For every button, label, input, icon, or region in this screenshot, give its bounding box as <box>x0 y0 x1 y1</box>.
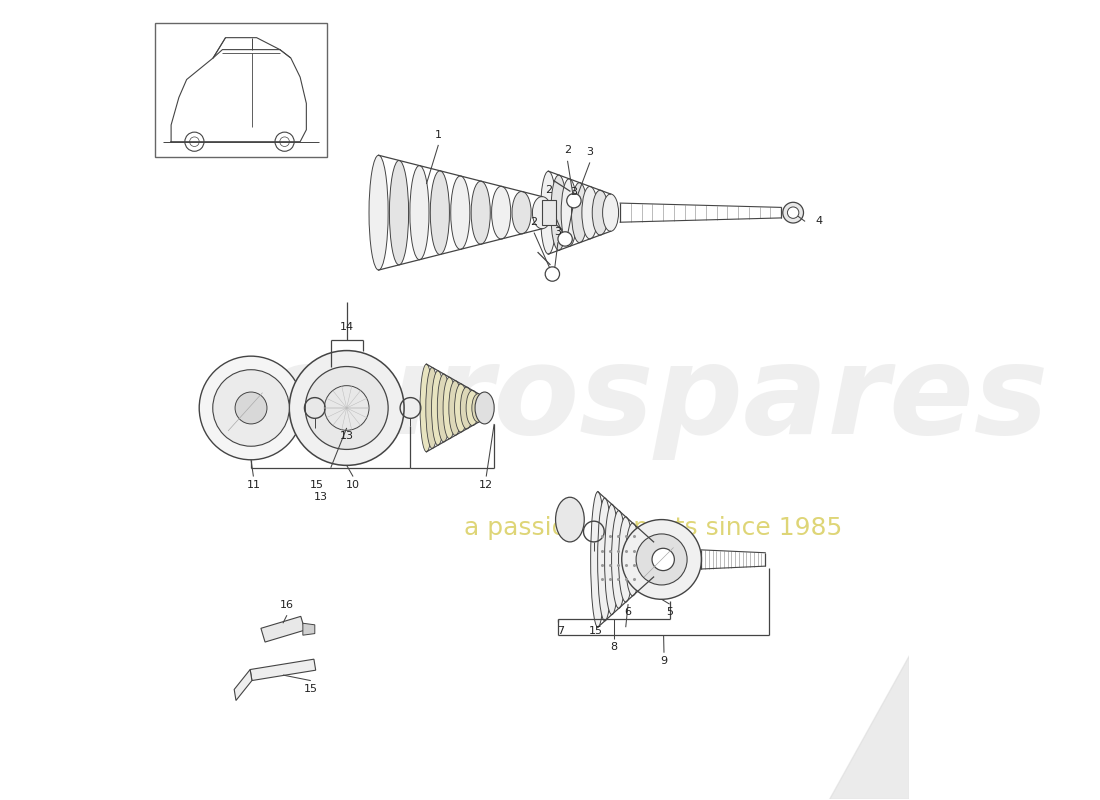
Ellipse shape <box>492 186 510 239</box>
Text: eurospares: eurospares <box>258 339 1048 461</box>
Ellipse shape <box>451 176 470 250</box>
Text: 3: 3 <box>571 187 578 197</box>
Ellipse shape <box>426 367 439 449</box>
Text: 11: 11 <box>246 479 261 490</box>
Ellipse shape <box>556 498 584 542</box>
Ellipse shape <box>431 370 444 446</box>
Polygon shape <box>250 659 316 681</box>
Text: a passion for parts since 1985: a passion for parts since 1985 <box>464 515 843 539</box>
Ellipse shape <box>471 181 491 244</box>
Circle shape <box>546 267 560 282</box>
Ellipse shape <box>475 392 494 424</box>
Ellipse shape <box>618 517 632 602</box>
Circle shape <box>621 519 702 599</box>
Ellipse shape <box>368 155 388 270</box>
Circle shape <box>636 534 688 585</box>
FancyBboxPatch shape <box>155 23 327 157</box>
Text: 15: 15 <box>310 479 324 490</box>
Text: 3: 3 <box>554 226 561 237</box>
Ellipse shape <box>612 510 626 608</box>
Text: 16: 16 <box>279 600 294 610</box>
Ellipse shape <box>597 498 612 621</box>
Ellipse shape <box>472 394 485 422</box>
Ellipse shape <box>540 171 557 254</box>
Circle shape <box>652 548 674 570</box>
Text: 7: 7 <box>557 626 564 636</box>
Ellipse shape <box>605 504 619 614</box>
Polygon shape <box>829 655 909 798</box>
Polygon shape <box>234 670 252 701</box>
Text: 14: 14 <box>340 322 354 332</box>
Circle shape <box>558 232 572 246</box>
Circle shape <box>199 356 302 460</box>
Ellipse shape <box>443 378 455 438</box>
Polygon shape <box>261 616 305 642</box>
Ellipse shape <box>592 190 608 235</box>
Text: 6: 6 <box>625 607 631 617</box>
FancyBboxPatch shape <box>542 200 557 226</box>
Text: 13: 13 <box>340 431 354 441</box>
Text: 2: 2 <box>530 218 538 227</box>
Ellipse shape <box>438 374 450 442</box>
Ellipse shape <box>460 387 473 429</box>
Ellipse shape <box>647 542 661 577</box>
Circle shape <box>566 194 581 208</box>
Ellipse shape <box>532 197 551 229</box>
Text: 13: 13 <box>315 492 328 502</box>
Ellipse shape <box>449 381 462 435</box>
Ellipse shape <box>512 191 531 234</box>
Text: 12: 12 <box>480 479 493 490</box>
Text: 2: 2 <box>564 146 571 155</box>
Text: 15: 15 <box>590 626 603 636</box>
Ellipse shape <box>561 178 578 246</box>
Ellipse shape <box>626 523 640 596</box>
Ellipse shape <box>466 390 478 426</box>
Text: 8: 8 <box>610 642 617 652</box>
Text: 10: 10 <box>346 479 360 490</box>
Text: 5: 5 <box>667 607 673 617</box>
Circle shape <box>289 350 404 466</box>
Circle shape <box>788 207 799 218</box>
Ellipse shape <box>591 492 605 627</box>
Circle shape <box>235 392 267 424</box>
Polygon shape <box>302 623 315 635</box>
Ellipse shape <box>639 536 653 583</box>
Text: 2: 2 <box>544 186 552 195</box>
FancyBboxPatch shape <box>549 205 557 221</box>
Circle shape <box>305 366 388 450</box>
Circle shape <box>212 370 289 446</box>
Ellipse shape <box>603 194 618 231</box>
Ellipse shape <box>632 530 647 590</box>
Text: 9: 9 <box>660 656 668 666</box>
Ellipse shape <box>454 384 467 432</box>
Ellipse shape <box>551 175 566 250</box>
Text: 1: 1 <box>434 130 442 139</box>
Ellipse shape <box>430 170 450 254</box>
Circle shape <box>783 202 803 223</box>
Ellipse shape <box>572 182 587 242</box>
Text: 3: 3 <box>586 147 593 157</box>
Ellipse shape <box>389 161 408 265</box>
Text: 4: 4 <box>816 217 823 226</box>
Ellipse shape <box>410 166 429 260</box>
Ellipse shape <box>582 186 597 239</box>
Ellipse shape <box>420 364 432 452</box>
Text: 15: 15 <box>304 683 318 694</box>
